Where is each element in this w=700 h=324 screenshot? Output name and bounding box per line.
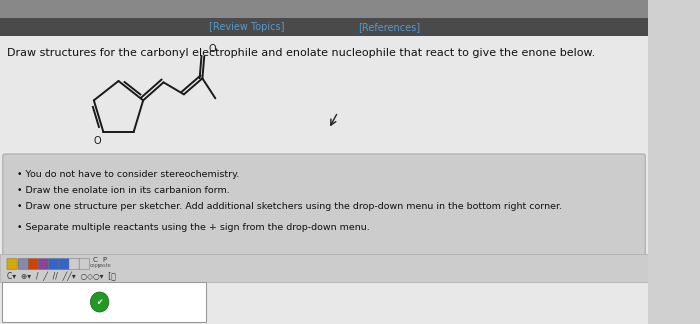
FancyBboxPatch shape [38, 259, 48, 270]
Text: [Review Topics]: [Review Topics] [209, 22, 284, 32]
Text: O: O [209, 44, 216, 54]
FancyBboxPatch shape [28, 259, 38, 270]
Text: P: P [103, 257, 106, 263]
Text: ✔: ✔ [97, 297, 103, 307]
FancyBboxPatch shape [0, 36, 648, 324]
FancyBboxPatch shape [2, 282, 206, 322]
FancyBboxPatch shape [48, 259, 59, 270]
Text: paste: paste [98, 262, 111, 268]
Circle shape [90, 292, 109, 312]
Text: • Draw the enolate ion in its carbanion form.: • Draw the enolate ion in its carbanion … [17, 186, 230, 195]
FancyBboxPatch shape [7, 259, 17, 270]
FancyBboxPatch shape [79, 259, 90, 270]
FancyBboxPatch shape [0, 0, 648, 18]
Text: • You do not have to consider stereochemistry.: • You do not have to consider stereochem… [17, 170, 239, 179]
Text: C▾  ⊕▾  /  ╱  //  ╱╱▾  ○◇○▾  [⎿: C▾ ⊕▾ / ╱ // ╱╱▾ ○◇○▾ [⎿ [8, 271, 116, 281]
Text: [References]: [References] [358, 22, 420, 32]
Text: Draw structures for the carbonyl electrophile and enolate nucleophile that react: Draw structures for the carbonyl electro… [8, 48, 596, 58]
FancyBboxPatch shape [0, 254, 648, 282]
Text: • Separate multiple reactants using the + sign from the drop-down menu.: • Separate multiple reactants using the … [17, 223, 370, 232]
FancyBboxPatch shape [3, 154, 645, 258]
Text: copy: copy [90, 262, 102, 268]
FancyBboxPatch shape [59, 259, 69, 270]
Text: • Draw one structure per sketcher. Add additional sketchers using the drop-down : • Draw one structure per sketcher. Add a… [17, 202, 562, 211]
Text: O: O [94, 136, 102, 146]
Text: C: C [93, 257, 98, 263]
FancyBboxPatch shape [69, 259, 79, 270]
FancyBboxPatch shape [18, 259, 28, 270]
FancyBboxPatch shape [0, 18, 648, 36]
